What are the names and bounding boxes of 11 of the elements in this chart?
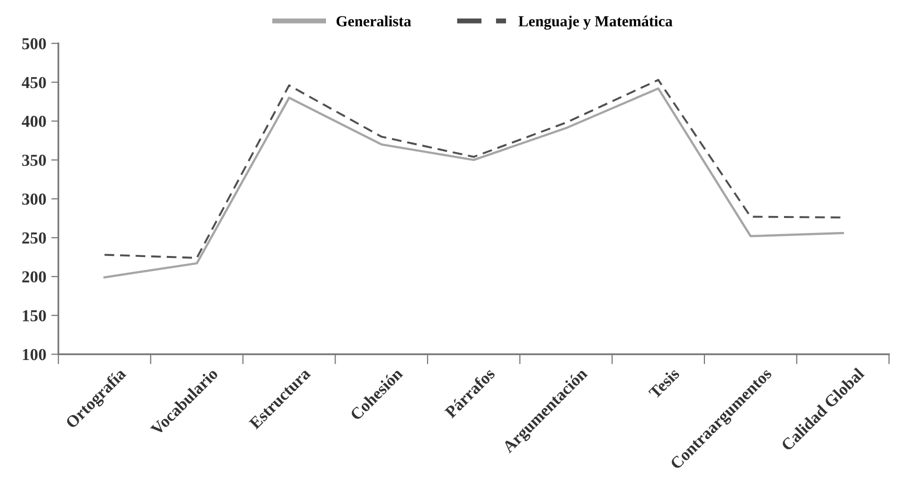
- y-tick-label: 300: [22, 194, 46, 205]
- y-tick-label: 100: [22, 348, 46, 360]
- legend-label: Generalista: [336, 16, 412, 26]
- legend-label: Lenguaje y Matemática: [518, 16, 672, 30]
- y-tick-label: 200: [22, 271, 46, 282]
- y-tick-label: 350: [22, 154, 46, 166]
- y-tick-label: 250: [22, 232, 46, 244]
- y-tick-label: 500: [22, 38, 46, 50]
- y-tick-label: 400: [22, 116, 46, 128]
- y-tick-label: 450: [22, 76, 46, 88]
- y-tick-label: 150: [22, 310, 46, 322]
